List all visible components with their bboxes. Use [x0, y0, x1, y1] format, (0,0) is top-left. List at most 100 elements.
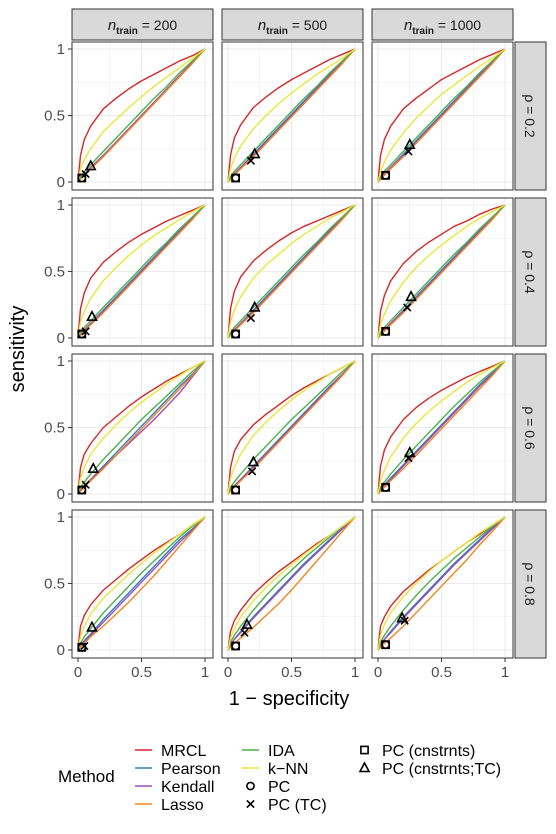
- roc-curve-kendall: [77, 516, 206, 651]
- strip-right: [514, 41, 547, 191]
- point-cross: [400, 616, 409, 625]
- y-axis-title: sensitivity: [7, 306, 29, 393]
- facet-strips: ntrain = 200 ntrain = 500 ntrain = 1000 ρ =…: [71, 8, 547, 659]
- facet-panel: [71, 509, 214, 659]
- roc-curve-kendall: [377, 204, 506, 339]
- roc-curve-lasso: [377, 204, 506, 339]
- x-axis-title: 1 − specificity: [229, 688, 350, 710]
- point-triangle: [247, 455, 260, 467]
- panel-border: [221, 41, 364, 191]
- roc-curve-ida: [377, 360, 506, 495]
- point-square: [231, 173, 241, 183]
- legend-label: PC (TC): [268, 797, 327, 814]
- roc-curve-ida: [77, 48, 206, 183]
- roc-curve-knn: [227, 360, 356, 495]
- point-cross: [246, 313, 256, 323]
- point-triangle: [84, 159, 97, 171]
- panel-border: [221, 509, 364, 659]
- roc-curve-knn: [377, 360, 506, 495]
- roc-curve-kendall: [377, 48, 506, 183]
- point-triangle: [403, 138, 416, 150]
- point-triangle: [248, 300, 261, 312]
- strip-right-label: ρ = 0.4: [522, 250, 538, 294]
- legend-label: Lasso: [161, 797, 204, 814]
- point-cross: [240, 628, 249, 637]
- point-square: [77, 329, 87, 339]
- roc-curve-knn: [77, 48, 206, 183]
- point-square: [381, 640, 391, 650]
- y-tick-label: 0: [57, 642, 65, 659]
- strip-top-label: ntrain = 500: [258, 17, 328, 37]
- point-triangle: [396, 611, 408, 623]
- roc-curve-ida: [77, 360, 206, 495]
- point-triangle: [405, 290, 417, 302]
- strip-right: [514, 509, 547, 659]
- roc-curve-knn: [77, 360, 206, 495]
- panel-border: [371, 353, 514, 503]
- point-square: [381, 170, 391, 180]
- y-tick-label: 1: [57, 353, 65, 370]
- point-square: [77, 642, 87, 652]
- strip-top-label: ntrain = 200: [108, 17, 178, 37]
- facet-panel: [71, 197, 214, 347]
- facet-panel: [71, 41, 214, 191]
- roc-curve-kendall: [227, 516, 356, 651]
- point-cross: [247, 467, 257, 476]
- facet-panel: [371, 509, 514, 659]
- legend-label: PC: [268, 779, 290, 796]
- x-tick-label: 0: [224, 664, 232, 681]
- point-triangle: [87, 462, 100, 474]
- legend-key: [360, 745, 369, 755]
- roc-curve-mrcl: [377, 204, 506, 339]
- point-square: [381, 326, 391, 336]
- roc-curve-mrcl: [377, 48, 506, 183]
- facet-panel: [221, 197, 364, 347]
- roc-curve-kendall: [377, 360, 506, 495]
- y-tick-label: 1: [57, 41, 65, 58]
- roc-curve-knn: [77, 516, 206, 651]
- x-tick-label: 0.5: [131, 664, 152, 681]
- roc-curve-ida: [227, 204, 356, 339]
- x-tick-label: 1: [501, 664, 509, 681]
- x-tick-label: 1: [201, 664, 209, 681]
- roc-curve-knn: [377, 204, 506, 339]
- legend: Method MRCLPearsonKendallLassoIDAk−NNPCP…: [58, 743, 501, 814]
- facet-panel: [71, 353, 214, 503]
- roc-curve-mrcl: [377, 516, 506, 651]
- roc-curve-mrcl: [77, 204, 206, 339]
- roc-curve-ida: [77, 204, 206, 339]
- x-tick-label: 0: [74, 664, 82, 681]
- strip-top: [221, 8, 364, 41]
- y-tick-label: 1: [57, 509, 65, 526]
- x-tick-label: 0: [374, 664, 382, 681]
- panel-border: [371, 41, 514, 191]
- facet-panel: [221, 353, 364, 503]
- point-triangle: [86, 620, 98, 632]
- point-cross: [403, 303, 412, 312]
- point-square: [231, 329, 241, 339]
- roc-curve-ida: [227, 48, 356, 183]
- legend-key: [246, 799, 255, 809]
- legend-label: PC (cnstrnts): [382, 743, 475, 760]
- y-tick-label: 0.5: [44, 576, 65, 593]
- roc-curve-mrcl: [227, 48, 356, 183]
- strip-top: [71, 8, 214, 41]
- roc-curve-mrcl: [77, 48, 206, 183]
- roc-curve-knn: [377, 516, 506, 651]
- panel-border: [221, 353, 364, 503]
- facet-panel: [221, 509, 364, 659]
- y-tick-label: 0.5: [44, 264, 65, 281]
- roc-curve-knn: [227, 516, 356, 651]
- point-square: [77, 485, 87, 495]
- roc-curve-mrcl: [377, 360, 506, 495]
- roc-curve-mrcl: [227, 204, 356, 339]
- roc-curve-ida: [77, 516, 206, 651]
- y-tick-label: 0.5: [44, 108, 65, 125]
- point-square: [381, 482, 391, 492]
- panel-border: [371, 197, 514, 347]
- roc-curve-lasso: [377, 360, 506, 495]
- strip-right-label: ρ = 0.2: [522, 94, 538, 138]
- facet-panel: [371, 197, 514, 347]
- panel-border: [221, 197, 364, 347]
